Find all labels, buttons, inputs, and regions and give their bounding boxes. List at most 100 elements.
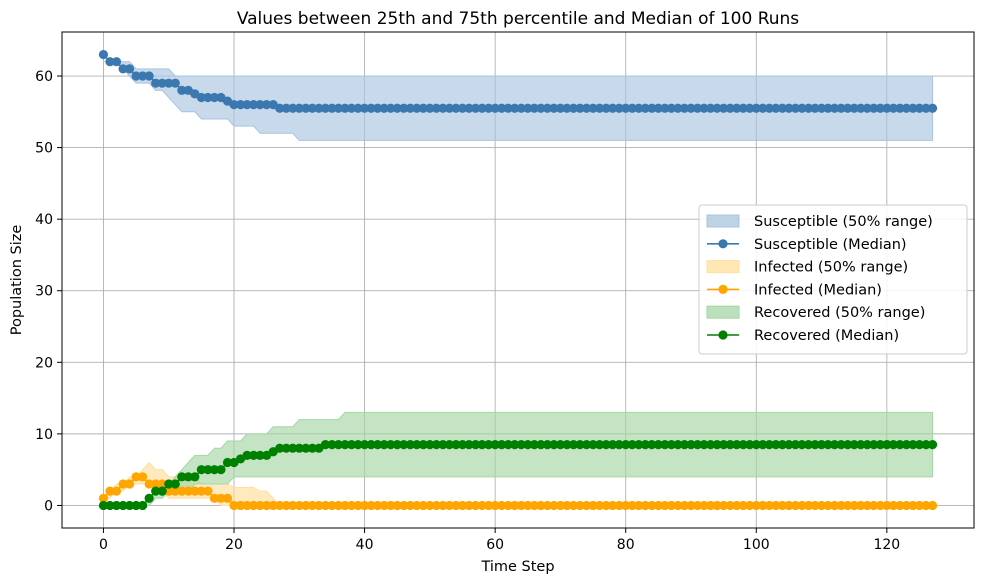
recovered-median-point xyxy=(901,440,912,450)
recovered-median-point xyxy=(503,440,513,450)
recovered-median-point xyxy=(921,440,931,450)
recovered-median-point xyxy=(732,440,742,450)
recovered-median-point xyxy=(875,440,885,450)
susceptible-median-point xyxy=(98,49,109,60)
recovered-median-point xyxy=(640,440,650,450)
recovered-median-point xyxy=(477,440,487,450)
infected-median-point xyxy=(438,500,448,511)
infected-median-point xyxy=(888,500,898,511)
susceptible-median-point xyxy=(673,103,683,113)
susceptible-median-point xyxy=(249,100,259,110)
susceptible-median-point xyxy=(692,103,703,113)
recovered-median-point xyxy=(562,440,572,450)
susceptible-median-point xyxy=(627,103,637,113)
susceptible-median-point xyxy=(177,85,187,95)
infected-median-point xyxy=(418,500,428,511)
susceptible-median-point xyxy=(745,103,755,113)
susceptible-median-point xyxy=(562,103,572,113)
susceptible-median-point xyxy=(712,103,722,113)
susceptible-median-point xyxy=(790,103,801,113)
recovered-median-point xyxy=(803,440,814,450)
recovered-median-point xyxy=(470,440,481,450)
susceptible-median-legend-label: Susceptible (Median) xyxy=(754,237,907,253)
infected-median-point xyxy=(333,500,344,511)
infected-median-point xyxy=(529,500,539,511)
susceptible-median-point xyxy=(209,92,220,103)
susceptible-median-point xyxy=(262,100,272,110)
susceptible-median-point xyxy=(242,100,252,110)
infected-median-point xyxy=(98,493,109,503)
plot-frame xyxy=(61,31,975,529)
recovered-median-point xyxy=(412,440,422,450)
infected-median-point xyxy=(660,500,670,511)
infected-median-point xyxy=(255,500,265,511)
susceptible-median-point xyxy=(888,103,898,113)
infected-median-point xyxy=(183,486,193,496)
susceptible-median-point xyxy=(830,103,840,113)
susceptible-median-point xyxy=(275,103,285,113)
chart-title: Values between 25th and 75th percentile … xyxy=(237,9,799,29)
infected-median-point xyxy=(823,500,833,511)
susceptible-median-point xyxy=(510,103,520,113)
infected-median-point xyxy=(124,479,135,489)
infected-median-point xyxy=(379,500,389,511)
susceptible-median-point xyxy=(653,103,663,113)
recovered-median-point xyxy=(131,500,141,511)
infected-median-markers xyxy=(98,472,938,511)
infected-median-point xyxy=(412,500,422,511)
infected-median-point xyxy=(816,500,827,511)
recovered-median-point xyxy=(366,440,376,450)
infected-median-point xyxy=(157,479,167,489)
infected-median-point xyxy=(830,500,840,511)
infected-median-point xyxy=(581,500,592,511)
infected-median-point xyxy=(235,500,246,511)
infected-median-point xyxy=(836,500,846,511)
recovered-median-point xyxy=(275,443,285,453)
infected-median-point xyxy=(431,500,441,511)
recovered-median-point xyxy=(138,500,148,511)
infected-median-point xyxy=(549,500,559,511)
recovered-median-point xyxy=(151,486,161,496)
recovered-median-point xyxy=(157,486,167,496)
infected-median-point xyxy=(477,500,487,511)
infected-median-point xyxy=(640,500,650,511)
infected-median-point xyxy=(849,500,859,511)
recovered-median-markers xyxy=(98,440,938,511)
infected-median-point xyxy=(510,500,520,511)
x-axis-ticks: 0 20 40 60 80 100 120 xyxy=(99,528,900,553)
infected-median-point xyxy=(927,500,938,511)
infected-median-point xyxy=(895,500,905,511)
infected-median-point xyxy=(686,500,696,511)
susceptible-median-point xyxy=(621,103,631,113)
infected-median-point xyxy=(595,500,605,511)
recovered-median-point xyxy=(634,440,644,450)
infected-median-point xyxy=(327,500,337,511)
recovered-median-point xyxy=(510,440,520,450)
recovered-median-point xyxy=(144,493,154,503)
recovered-median-point xyxy=(373,440,383,450)
susceptible-median-point xyxy=(405,103,415,113)
legend: Susceptible (50% range) Susceptible (Medi… xyxy=(698,204,968,355)
infected-median-point xyxy=(921,500,931,511)
infected-median-point xyxy=(425,500,435,511)
susceptible-median-point xyxy=(784,103,794,113)
infected-median-point xyxy=(862,500,872,511)
infected-median-point xyxy=(901,500,912,511)
infected-median-point xyxy=(608,500,618,511)
susceptible-median-point xyxy=(542,103,552,113)
y-tick-label: 10 xyxy=(35,427,53,443)
infected-median-point xyxy=(908,500,918,511)
recovered-median-point xyxy=(666,440,677,450)
susceptible-median-point xyxy=(555,103,566,113)
susceptible-median-point xyxy=(118,64,128,74)
susceptible-median-point xyxy=(549,103,559,113)
recovered-median-point xyxy=(294,443,304,453)
infected-median-point xyxy=(249,500,259,511)
susceptible-median-point xyxy=(588,103,598,113)
recovered-median-point xyxy=(386,440,396,450)
recovered-median-legend-label: Recovered (Median) xyxy=(754,328,899,344)
susceptible-median-point xyxy=(164,78,174,88)
susceptible-median-point xyxy=(862,103,872,113)
recovered-median-point xyxy=(405,440,415,450)
